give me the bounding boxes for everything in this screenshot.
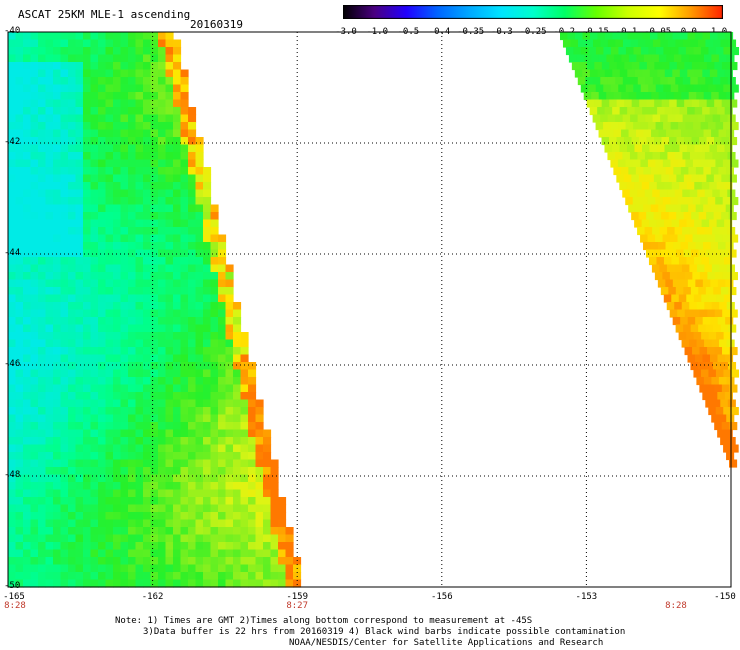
latitude-label: -46 [4,359,21,369]
latitude-label: -42 [4,137,21,147]
colorbar [343,5,723,19]
swath-data [8,32,740,588]
latitude-label: -50 [4,581,21,591]
latitude-label: -48 [4,470,21,480]
product-date: 20160319 [190,18,243,31]
note-line-2: 3)Data buffer is 22 hrs from 20160319 4)… [143,627,626,637]
latitude-label: -40 [4,26,21,36]
note-line-1: Note: 1) Times are GMT 2)Times along bot… [115,616,533,626]
time-label: 8:27 [286,601,309,611]
longitude-label: -150 [714,592,736,602]
longitude-label: -165 [3,592,25,602]
map-frame [7,31,732,588]
longitude-label: -159 [286,592,309,602]
longitude-label: -156 [430,592,453,602]
note-line-3: NOAA/NESDIS/Center for Satellite Applica… [289,638,604,648]
product-title: ASCAT 25KM MLE-1 ascending [18,8,191,21]
longitude-label: -153 [575,592,598,602]
time-label: 8:28 [665,601,687,611]
time-label: 8:28 [4,601,26,611]
latitude-label: -44 [4,248,21,258]
longitude-label: -162 [141,592,164,602]
